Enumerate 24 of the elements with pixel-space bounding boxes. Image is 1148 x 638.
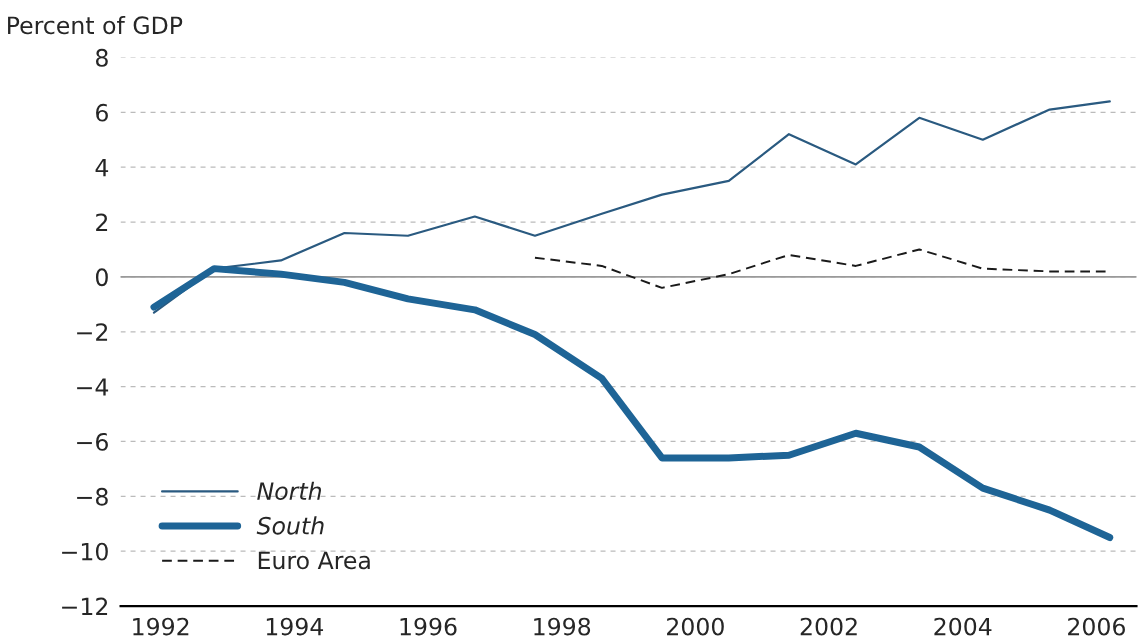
x-tick-label: 1998 xyxy=(534,617,591,636)
y-tick-label: −4 xyxy=(77,378,109,396)
x-tick-label: 1994 xyxy=(266,617,324,636)
x-tick-label: 1996 xyxy=(400,617,457,636)
legend-label: South xyxy=(256,516,324,535)
y-tick-label: 6 xyxy=(96,103,108,122)
y-axis-title: Percent of GDP xyxy=(8,15,183,35)
line-series xyxy=(152,100,1111,314)
y-tick-label: −2 xyxy=(77,323,108,341)
y-tick-label: 8 xyxy=(96,48,108,67)
x-tick-label: 2004 xyxy=(934,617,992,636)
legend-label: Euro Area xyxy=(258,551,370,570)
y-tick-label: −12 xyxy=(62,597,108,616)
x-tick-label: 2000 xyxy=(667,617,724,636)
y-tick-label: 0 xyxy=(95,268,108,287)
y-tick-label: −6 xyxy=(77,432,108,451)
legend-label: North xyxy=(257,481,321,500)
x-tick-label: 1992 xyxy=(133,617,189,636)
y-tick-label: −10 xyxy=(62,542,108,561)
y-tick-label: 4 xyxy=(95,158,109,177)
y-tick-label: 2 xyxy=(96,213,108,231)
y-tick-label: −8 xyxy=(77,487,108,506)
x-tick-label: 2006 xyxy=(1068,617,1125,636)
x-tick-label: 2002 xyxy=(800,617,857,636)
